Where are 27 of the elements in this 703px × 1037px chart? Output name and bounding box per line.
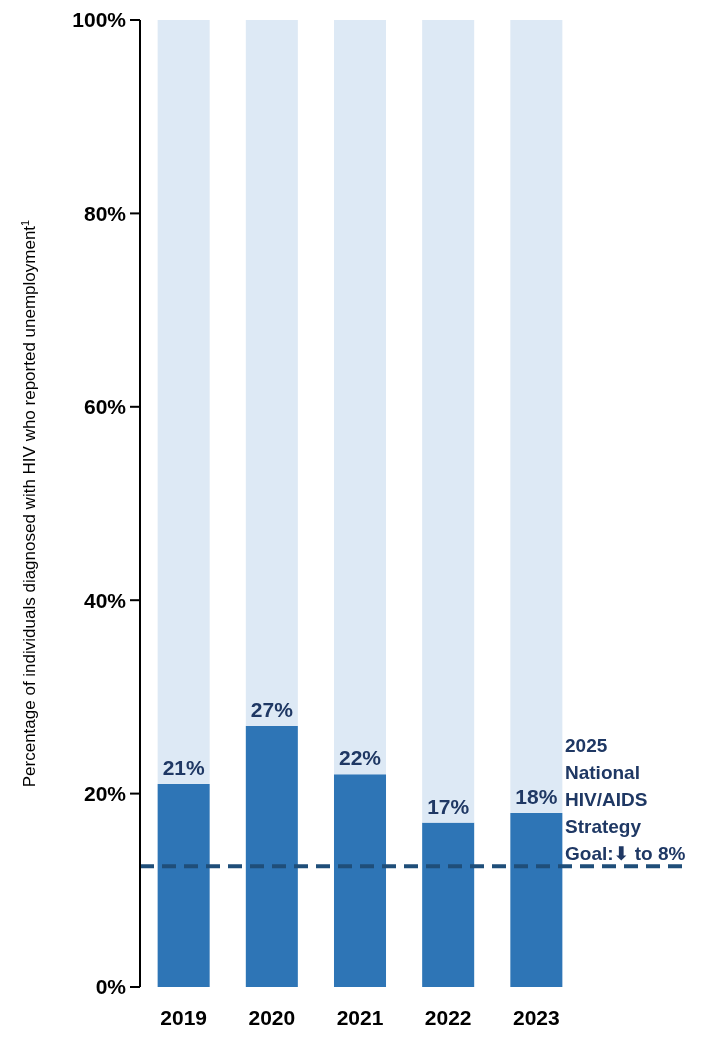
- y-tick-label: 0%: [95, 975, 127, 999]
- data-label: 21%: [162, 755, 205, 779]
- y-tick-label: 20%: [83, 781, 127, 805]
- annotation: 2025 National HIV/AIDS Strategy Goal:⬇ to 8%: [565, 735, 686, 864]
- bar: [333, 774, 387, 987]
- bar: [245, 20, 298, 726]
- y-tick-label: 100%: [72, 8, 127, 32]
- bar: [333, 20, 387, 775]
- x-tick-label: 2023: [512, 1006, 560, 1029]
- x-tick-label: 2020: [248, 1006, 296, 1029]
- data-label: 22%: [338, 746, 382, 770]
- data-label: 27%: [250, 697, 294, 721]
- bar: [157, 783, 210, 987]
- bar: [157, 20, 210, 784]
- y-tick-label: 80%: [83, 201, 127, 225]
- bar: [245, 725, 298, 987]
- data-label: 17%: [427, 794, 470, 818]
- bar: [422, 822, 475, 987]
- x-tick-label: 2021: [336, 1006, 384, 1029]
- bar: [422, 20, 475, 823]
- y-tick-label: 40%: [83, 588, 127, 612]
- bar: [510, 20, 563, 813]
- x-tick-label: 2019: [160, 1006, 208, 1029]
- y-tick-label: 60%: [83, 395, 127, 419]
- bar: [510, 812, 563, 987]
- x-tick-label: 2022: [424, 1006, 472, 1029]
- data-label: 18%: [515, 784, 558, 808]
